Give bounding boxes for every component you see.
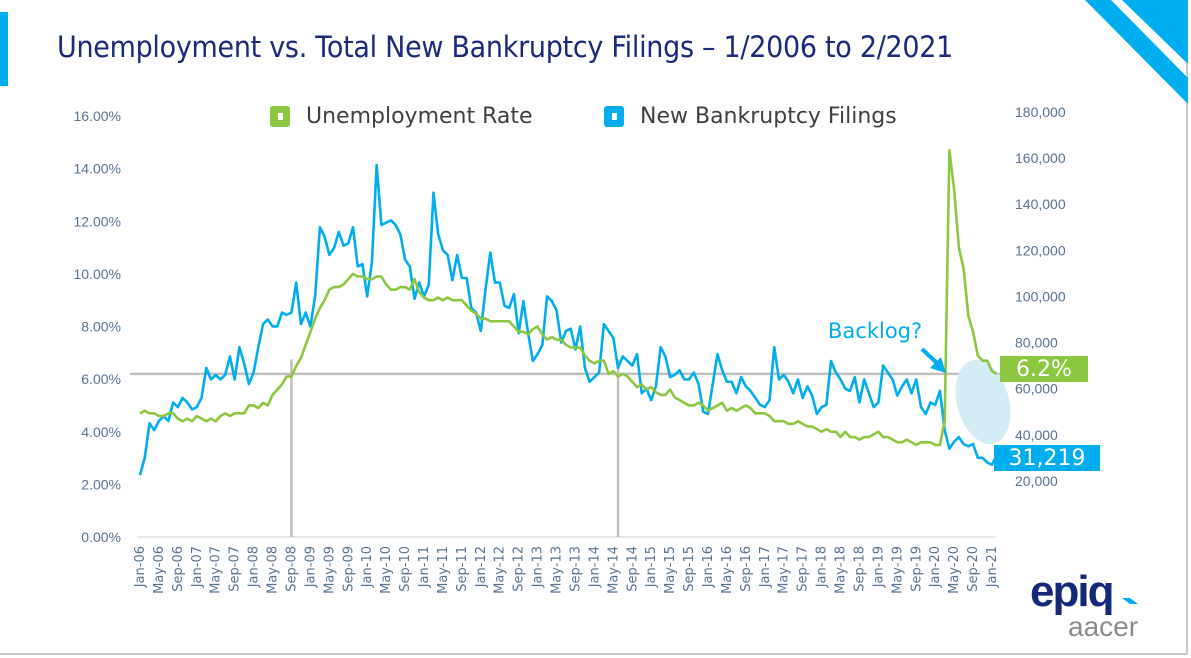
y-left-tick-label: 6.00% bbox=[81, 371, 121, 387]
y-left-tick-label: 0.00% bbox=[81, 529, 121, 545]
x-tick-label: Sep-12 bbox=[512, 546, 527, 592]
x-tick-label: Sep-20 bbox=[966, 546, 981, 592]
x-tick-label: Jan-20 bbox=[928, 546, 943, 588]
y-right-tick-label: 80,000 bbox=[1015, 335, 1058, 351]
x-tick-label: Sep-15 bbox=[682, 546, 697, 592]
x-tick-label: May-10 bbox=[379, 546, 394, 594]
x-tick-label: Jan-09 bbox=[303, 546, 318, 588]
y-right-tick-label: 180,000 bbox=[1015, 104, 1066, 120]
legend-label: Unemployment Rate bbox=[306, 104, 533, 129]
backlog-ellipse bbox=[955, 359, 1011, 445]
y-left-tick-label: 10.00% bbox=[74, 266, 121, 282]
x-tick-label: Jan-11 bbox=[417, 546, 432, 588]
backlog-annotation: Backlog? bbox=[828, 319, 923, 343]
x-tick-label: Jan-13 bbox=[531, 546, 546, 588]
y-right-tick-label: 160,000 bbox=[1015, 150, 1066, 166]
y-right-tick-label: 20,000 bbox=[1015, 473, 1058, 489]
legend-swatch-green bbox=[270, 106, 290, 127]
x-tick-label: Jan-17 bbox=[758, 546, 773, 588]
series-line-unemployment-rate bbox=[139, 148, 998, 447]
x-tick-label: Sep-08 bbox=[284, 546, 299, 592]
y-right-tick-label: 60,000 bbox=[1015, 381, 1058, 397]
x-tick-label: May-13 bbox=[550, 546, 565, 594]
y-left-tick-label: 4.00% bbox=[81, 424, 121, 440]
y-right-tick-label: 120,000 bbox=[1015, 242, 1066, 258]
y-left-tick-label: 8.00% bbox=[81, 319, 121, 335]
legend-label: New Bankruptcy Filings bbox=[640, 104, 897, 129]
legend-item-filings: New Bankruptcy Filings bbox=[604, 104, 897, 129]
x-tick-label: Jan-18 bbox=[815, 546, 830, 588]
x-tick-label: May-07 bbox=[209, 546, 224, 594]
corner-stripe bbox=[1085, 0, 1188, 104]
backlog-arrow bbox=[920, 347, 946, 373]
corner-stripe bbox=[1122, 0, 1188, 64]
x-tick-label: Jan-16 bbox=[701, 546, 716, 588]
x-tick-label: Sep-11 bbox=[455, 546, 470, 592]
y-left-tick-label: 16.00% bbox=[74, 108, 121, 124]
x-tick-label: Sep-13 bbox=[568, 546, 583, 592]
x-tick-label: Jan-07 bbox=[190, 546, 205, 588]
y-left-tick-label: 14.00% bbox=[74, 161, 121, 177]
x-tick-label: May-09 bbox=[322, 546, 337, 594]
x-tick-label: May-12 bbox=[493, 546, 508, 594]
x-tick-label: May-19 bbox=[890, 546, 905, 594]
legend-item-unemployment: Unemployment Rate bbox=[270, 104, 533, 129]
y-right-tick-label: 100,000 bbox=[1015, 288, 1066, 304]
x-tick-label: Sep-06 bbox=[171, 546, 186, 592]
x-tick-label: Jan-21 bbox=[985, 546, 1000, 588]
x-tick-label: May-14 bbox=[606, 546, 621, 594]
slide-title: Unemployment vs. Total New Bankruptcy Fi… bbox=[57, 30, 954, 64]
x-tick-label: May-18 bbox=[834, 546, 849, 594]
epiq-aacer-logo: epiq aacer bbox=[1030, 568, 1138, 642]
x-tick-label: Jan-08 bbox=[247, 546, 262, 588]
x-tick-label: May-06 bbox=[152, 546, 167, 594]
x-tick-label: May-11 bbox=[436, 546, 451, 594]
y-left-tick-label: 12.00% bbox=[74, 213, 121, 229]
x-tick-label: Sep-18 bbox=[852, 546, 867, 592]
y-right-tick-label: 40,000 bbox=[1015, 427, 1058, 443]
x-tick-label: May-08 bbox=[266, 546, 281, 594]
x-tick-label: Jan-12 bbox=[474, 546, 489, 588]
x-tick-label: Sep-19 bbox=[909, 546, 924, 592]
y-left-tick-label: 2.00% bbox=[81, 476, 121, 492]
x-tick-label: May-15 bbox=[663, 546, 678, 594]
svg-text:aacer: aacer bbox=[1068, 611, 1138, 642]
unemployment-callout: 6.2% bbox=[1000, 356, 1088, 382]
x-tick-label: May-17 bbox=[777, 546, 792, 594]
legend-swatch-blue bbox=[604, 106, 624, 127]
x-tick-label: Jan-14 bbox=[587, 546, 602, 588]
x-tick-label: Jan-06 bbox=[133, 546, 148, 588]
x-tick-label: Jan-19 bbox=[871, 546, 886, 588]
filings-callout: 31,219 bbox=[994, 445, 1100, 471]
x-tick-label: Jan-10 bbox=[360, 546, 375, 588]
x-tick-label: Sep-10 bbox=[398, 546, 413, 592]
x-tick-label: Sep-17 bbox=[796, 546, 811, 592]
x-tick-label: Sep-14 bbox=[625, 546, 640, 592]
svg-text:epiq: epiq bbox=[1030, 568, 1112, 616]
x-tick-label: May-16 bbox=[720, 546, 735, 594]
x-tick-label: Sep-16 bbox=[739, 546, 754, 592]
x-tick-label: May-20 bbox=[947, 546, 962, 594]
x-tick-label: Jan-15 bbox=[644, 546, 659, 588]
accent-bar bbox=[0, 12, 8, 86]
y-right-tick-label: 140,000 bbox=[1015, 196, 1066, 212]
x-tick-label: Sep-07 bbox=[228, 546, 243, 592]
series-line-bankruptcy-filings bbox=[138, 163, 998, 476]
x-tick-label: Sep-09 bbox=[341, 546, 356, 592]
